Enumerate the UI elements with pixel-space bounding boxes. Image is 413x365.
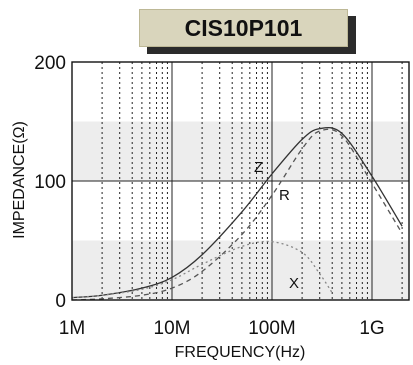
y-tick-label: 100: [34, 172, 66, 193]
series-label-x: X: [289, 275, 299, 292]
band-0: [72, 240, 409, 300]
plot-frame: [71, 61, 410, 301]
series-x-line: [71, 240, 333, 299]
band-1: [72, 121, 409, 181]
series-labels: ZR X: [254, 159, 299, 292]
series-label-r: R: [279, 187, 290, 204]
x-axis-label: FREQUENCY(Hz): [175, 344, 306, 361]
x-tick-label: 1G: [359, 318, 384, 339]
series-r-line: [71, 128, 403, 301]
series-curves: [71, 126, 403, 301]
series-label-z: Z: [254, 159, 263, 176]
tick-labels: 1M 10M 100M 1G 0 100 200: [34, 53, 384, 339]
y-tick-label: 0: [55, 291, 66, 312]
chart-title: CIS10P101: [139, 9, 348, 47]
plot-bands: [72, 121, 409, 300]
x-tick-label: 1M: [59, 318, 85, 339]
series-z-line: [71, 126, 403, 299]
x-tick-label: 10M: [154, 318, 191, 339]
x-tick-label: 100M: [248, 318, 296, 339]
y-axis-label: IMPEDANCE(Ω): [11, 121, 28, 239]
y-tick-label: 200: [34, 53, 66, 74]
